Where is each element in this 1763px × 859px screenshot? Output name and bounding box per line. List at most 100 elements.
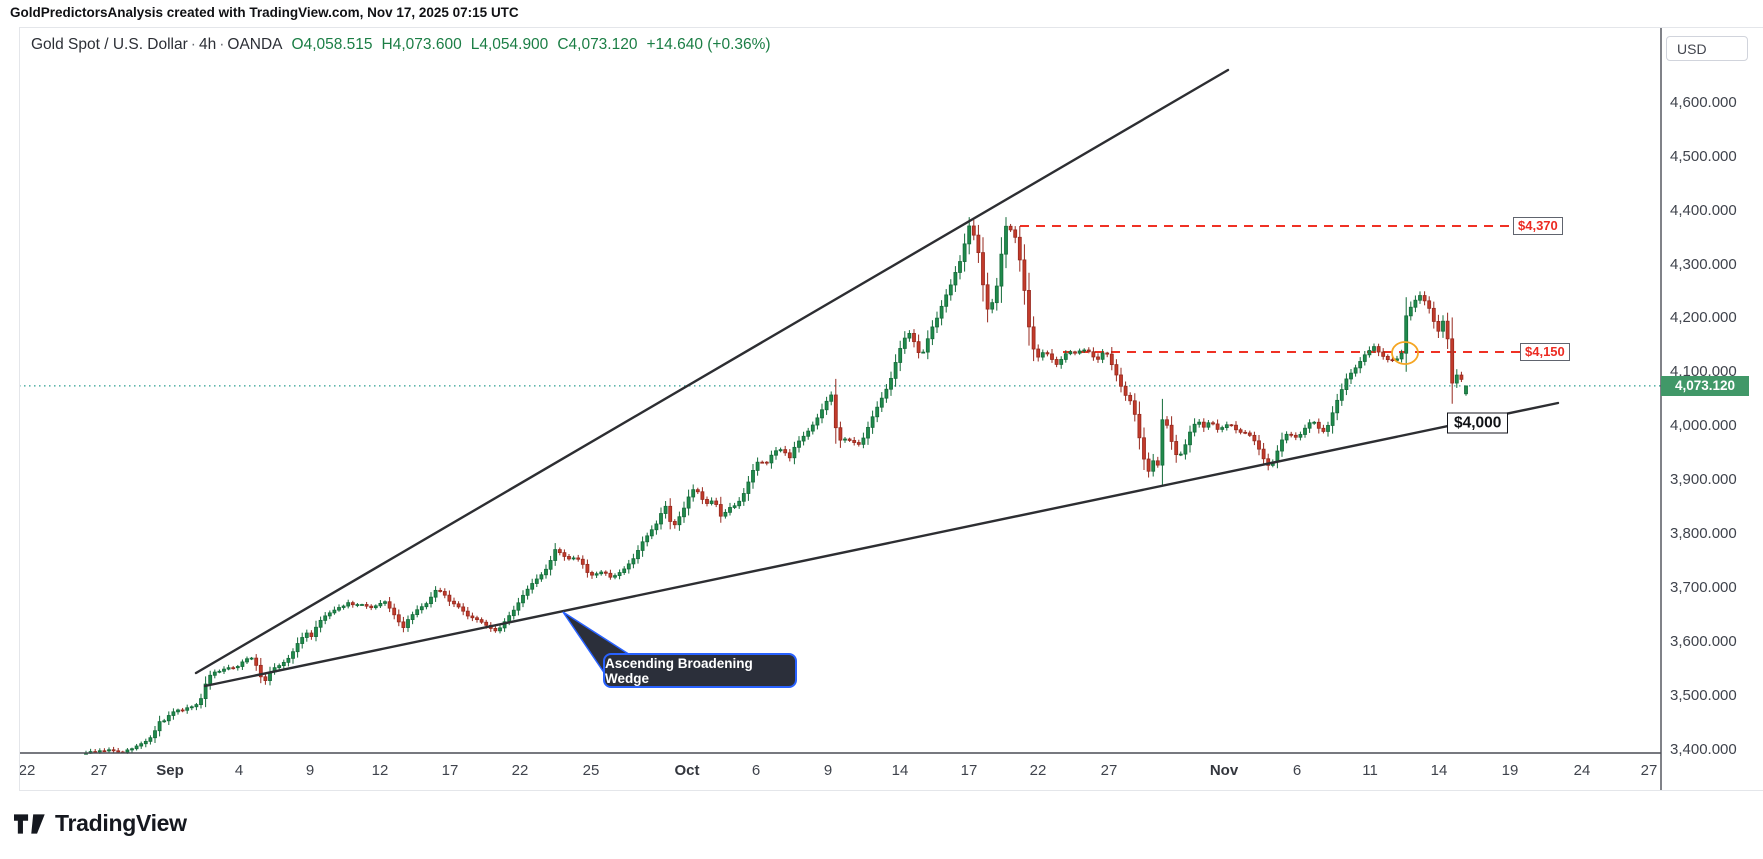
candle-body	[645, 535, 650, 543]
change-value: +14.640 (+0.36%)	[646, 36, 771, 53]
candle-body	[990, 302, 995, 310]
candle-body	[235, 666, 240, 669]
highlight-circle[interactable]	[1391, 341, 1419, 365]
candle-body	[976, 234, 981, 254]
candle-body	[1137, 413, 1142, 439]
candle-body	[97, 750, 102, 753]
candle-body	[930, 326, 935, 340]
candle-body	[1114, 364, 1119, 376]
candle-body	[1330, 412, 1335, 426]
candle-body	[1063, 353, 1068, 360]
candle-body	[755, 461, 760, 471]
candle-body	[521, 594, 525, 604]
time-axis-label: 6	[1292, 762, 1302, 779]
candle-body	[1169, 424, 1174, 442]
candle-series[interactable]	[84, 217, 1468, 755]
candle-body	[1174, 441, 1179, 456]
candle-body	[1427, 300, 1432, 309]
candle-body	[1441, 320, 1445, 332]
candle-body	[746, 481, 751, 494]
candle-body	[838, 427, 843, 441]
time-axis-label: 22	[1029, 762, 1047, 779]
candle-body	[622, 568, 627, 573]
symbol-legend[interactable]: Gold Spot / U.S. Dollar · 4h · OANDA O4,058.5…	[31, 36, 771, 54]
candle-body	[764, 461, 769, 464]
candle-body	[516, 602, 521, 611]
candle-body	[1266, 458, 1271, 466]
tradingview-logo-text: TradingView	[55, 810, 187, 836]
candle-body	[925, 338, 930, 353]
candle-body	[134, 745, 139, 750]
candle-body	[769, 454, 774, 464]
candle-body	[139, 743, 144, 747]
candle-body	[493, 628, 498, 632]
pattern-callout[interactable]: Ascending Broadening Wedge	[603, 653, 797, 688]
candle-body	[143, 740, 148, 745]
candle-body	[1206, 422, 1211, 428]
candle-body	[475, 617, 479, 621]
upper-wedge-trendline[interactable]	[194, 68, 1230, 675]
candle-body	[898, 348, 903, 363]
candle-body	[810, 424, 815, 432]
time-axis-label: 14	[891, 762, 909, 779]
price-axis-label: 4,400.000	[1670, 201, 1737, 219]
time-axis-label: 22	[18, 762, 36, 779]
candle-body	[884, 388, 889, 399]
legend-separator: ·	[219, 36, 225, 53]
candle-body	[498, 627, 502, 632]
candle-body	[1413, 299, 1418, 308]
candle-body	[640, 541, 645, 551]
candle-body	[1257, 440, 1261, 450]
candle-body	[401, 621, 406, 628]
candle-body	[373, 605, 378, 609]
candle-body	[534, 578, 539, 584]
attribution-text: GoldPredictorsAnalysis created with Trad…	[10, 5, 519, 20]
candle-body	[1247, 432, 1252, 436]
candle-body	[829, 394, 834, 402]
candle-body	[682, 507, 686, 518]
candle-body	[1399, 352, 1404, 360]
candle-body	[346, 602, 351, 607]
candle-body	[383, 601, 387, 604]
candle-body	[231, 667, 236, 670]
high-value: H4,073.600	[381, 36, 462, 53]
candle-body	[944, 294, 949, 307]
candle-body	[277, 665, 282, 669]
candle-body	[1211, 422, 1215, 425]
lower-wedge-trendline[interactable]	[203, 401, 1560, 688]
candle-body	[189, 706, 194, 709]
price-level-label-4370[interactable]: $4,370	[1513, 217, 1563, 235]
candle-body	[709, 500, 714, 504]
price-level-label-4150[interactable]: $4,150	[1520, 343, 1570, 361]
candle-body	[1293, 434, 1298, 438]
price-axis-label: 3,900.000	[1670, 471, 1737, 489]
candle-body	[695, 489, 700, 493]
currency-selector[interactable]: USD	[1666, 36, 1748, 61]
candle-body	[723, 511, 728, 517]
candle-body	[603, 571, 608, 574]
candle-body	[599, 571, 604, 575]
time-axis-label: Oct	[674, 762, 700, 779]
candle-body	[580, 558, 585, 565]
price-axis-label: 4,300.000	[1670, 255, 1737, 273]
price-level-label-4000[interactable]: $4,000	[1447, 412, 1509, 434]
candle-body	[240, 661, 245, 667]
candle-body	[258, 664, 263, 678]
candle-body	[1082, 349, 1087, 352]
candle-body	[902, 337, 907, 349]
candle-body	[1100, 352, 1105, 360]
candle-body	[180, 709, 185, 712]
candle-body	[792, 446, 797, 459]
candle-body	[1454, 374, 1459, 384]
candle-body	[116, 750, 121, 753]
tradingview-logo[interactable]: TradingView	[14, 810, 187, 837]
candle-body	[994, 285, 999, 304]
candle-body	[820, 409, 824, 419]
candle-body	[1303, 427, 1307, 435]
candle-body	[1022, 259, 1027, 291]
candle-body	[636, 550, 640, 560]
current-price-tag: 4,073.120	[1661, 375, 1749, 396]
candle-body	[1321, 427, 1326, 432]
candle-body	[981, 252, 985, 286]
